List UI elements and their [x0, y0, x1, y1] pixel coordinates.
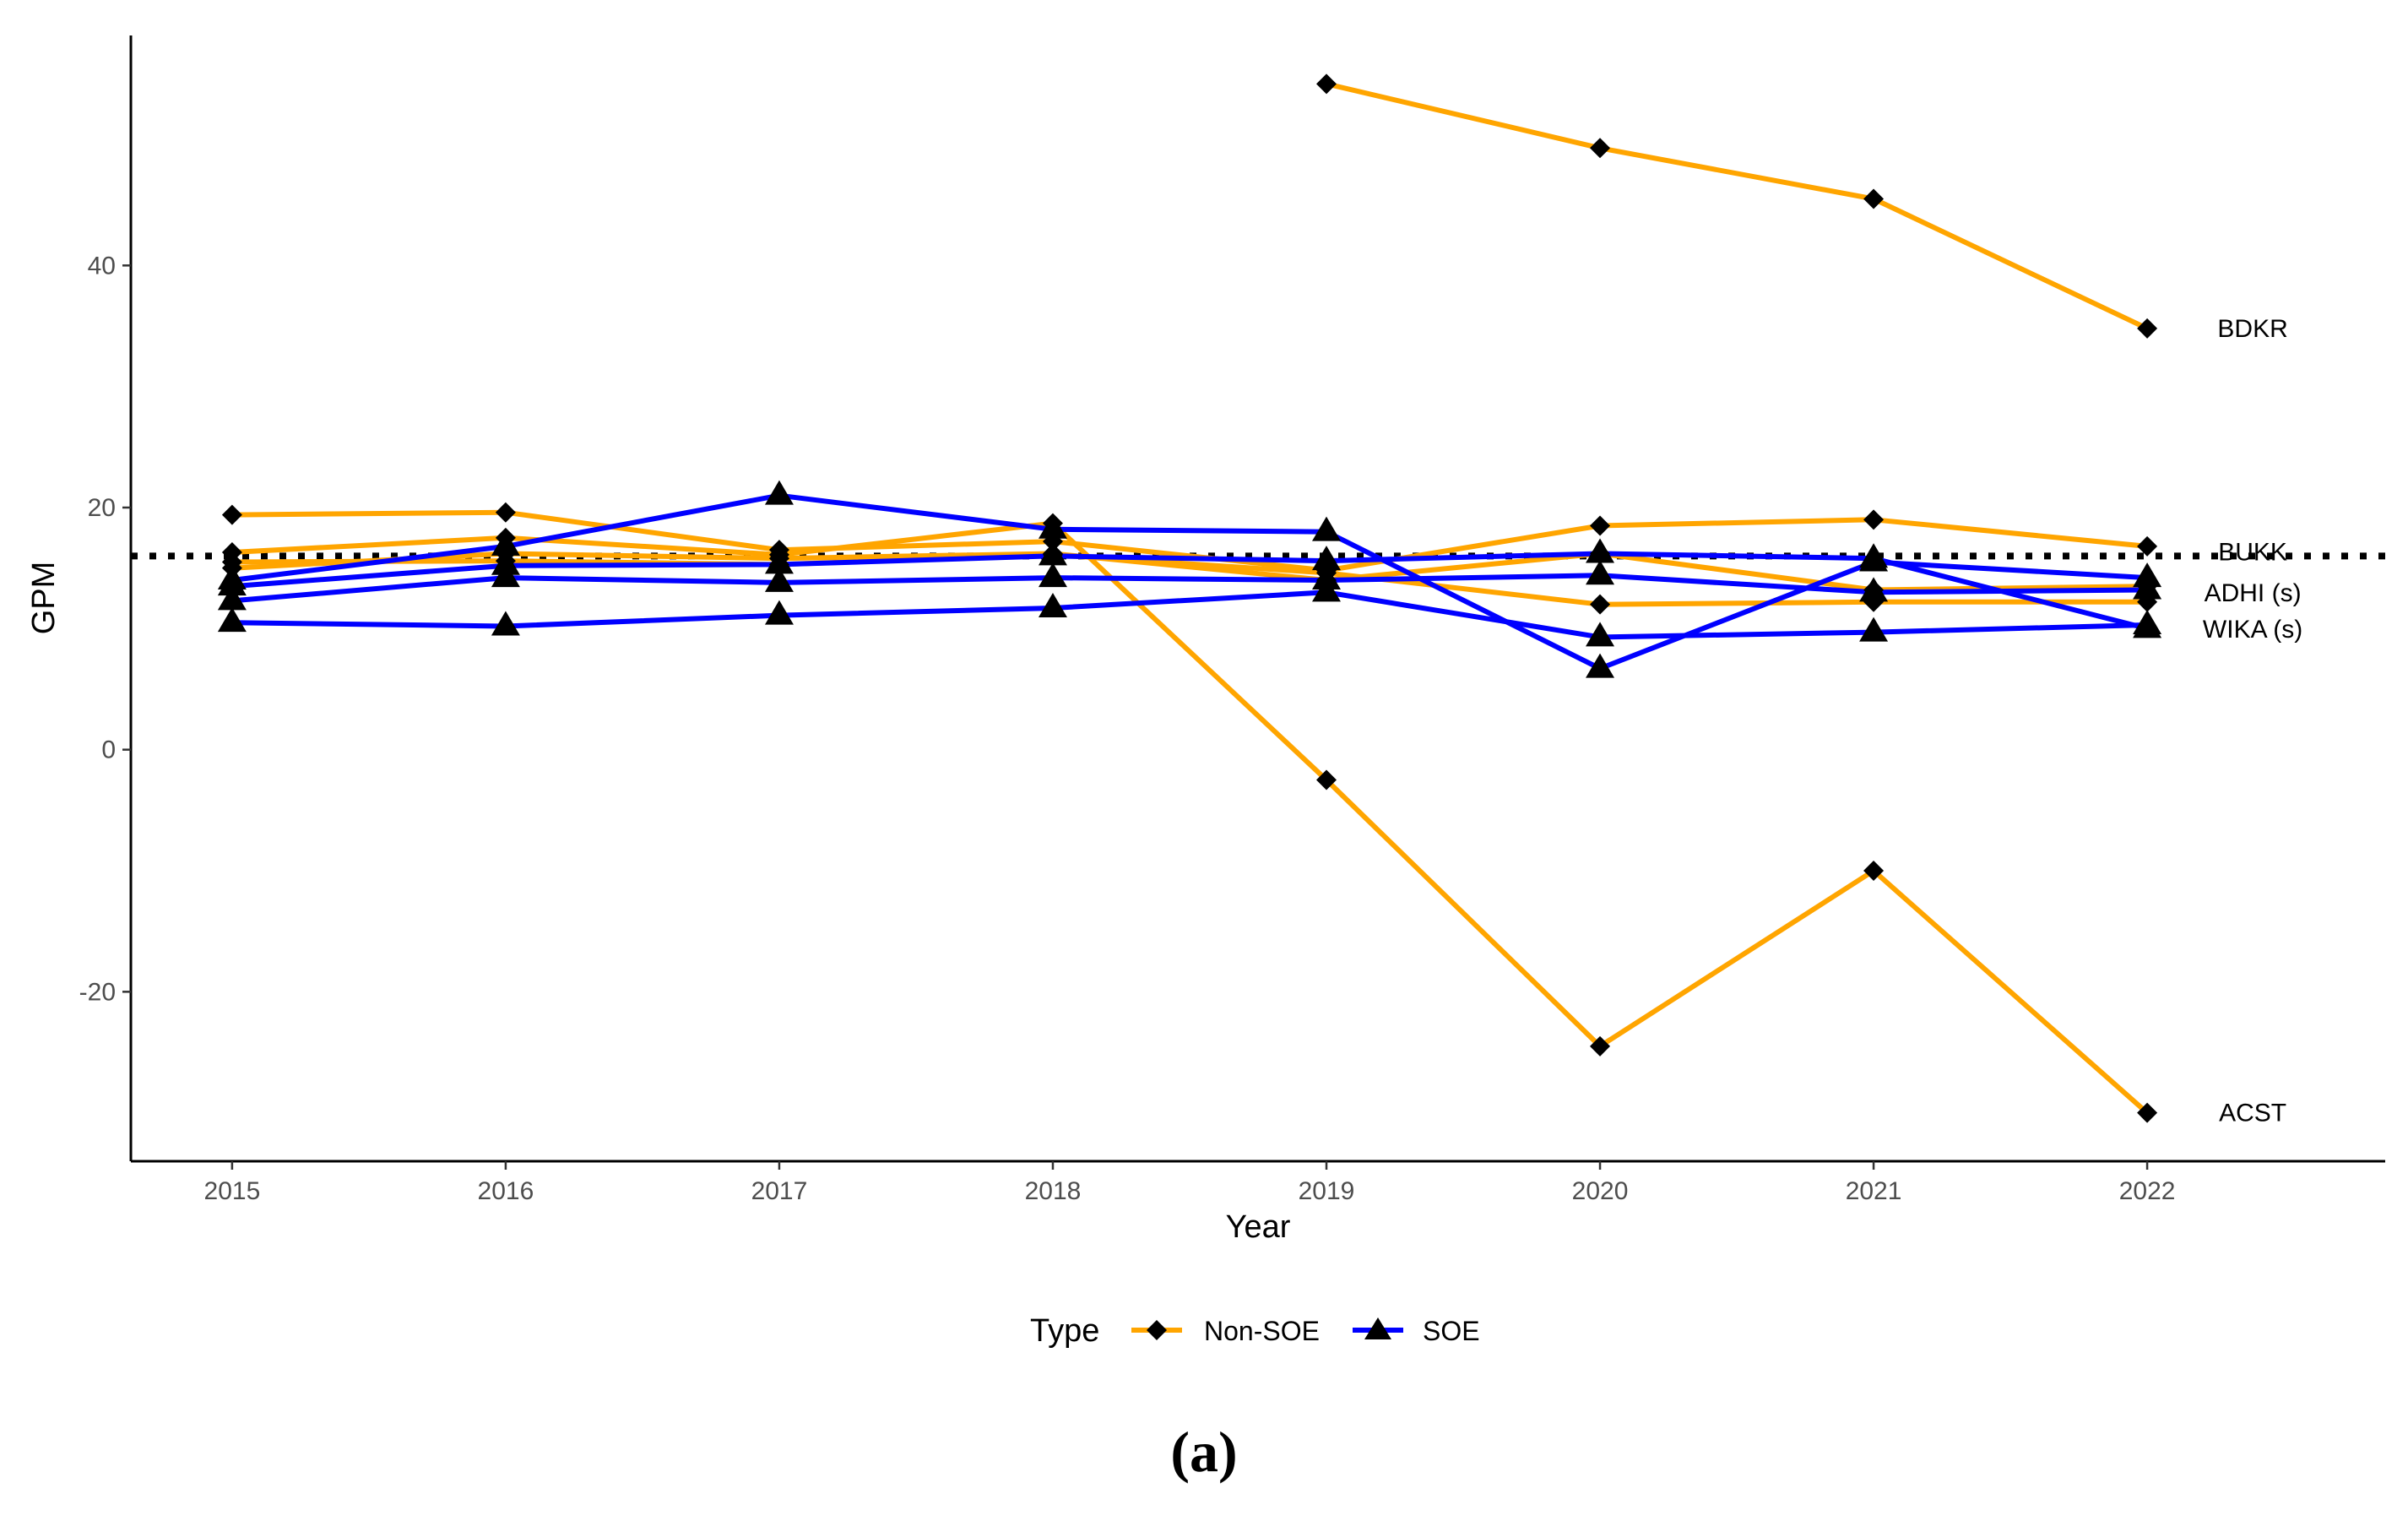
series-lines-layer [229, 81, 2150, 1116]
series-end-label-wika-s: WIKA (s) [2203, 616, 2302, 644]
legend-label-soe: SOE [1423, 1316, 1480, 1346]
point-bukk-2015 [221, 504, 242, 525]
point-soe-4-2021 [1859, 543, 1889, 568]
series-end-label-bukk: BUKK [2218, 538, 2287, 566]
x-tick-label: 2016 [478, 1177, 534, 1205]
x-tick-label: 2020 [1572, 1177, 1629, 1205]
point-wika-s-2015 [217, 607, 247, 633]
legend-label-non-soe: Non-SOE [1204, 1316, 1320, 1346]
legend-marker-soe [1364, 1317, 1391, 1339]
point-bukk-2021 [1863, 509, 1885, 530]
point-bukk-2022 [2137, 535, 2158, 557]
point-wika-s-2021 [1859, 617, 1889, 642]
x-tick-label: 2018 [1025, 1177, 1082, 1205]
y-tick-label: 20 [88, 494, 116, 522]
y-tick-label: -20 [79, 978, 116, 1006]
point-soe-4-2020 [1586, 538, 1615, 563]
point-acst-2021 [1863, 861, 1885, 881]
y-axis-title: GPM [26, 562, 62, 635]
point-adhi-s-2018 [1038, 513, 1067, 539]
series-line-wika-s [229, 589, 2150, 640]
point-bukk-2016 [495, 502, 516, 523]
point-soe-3-2022 [2133, 574, 2162, 600]
x-tick-label: 2017 [751, 1177, 808, 1205]
ticks-layer: -20 0 20 40 2015 2016 2017 2018 2019 2020 2021 2022 [79, 252, 2176, 1205]
legend: Type Non-SOE SOE [1030, 1313, 1480, 1349]
figure-caption: (a) [1170, 1420, 1237, 1484]
point-bdkr-2021 [1863, 188, 1885, 209]
point-acst-2020 [1590, 1035, 1611, 1057]
point-acst-2019 [1316, 769, 1337, 790]
point-wika-s-2017 [764, 600, 794, 625]
series-end-label-bdkr: BDKR [2217, 315, 2287, 343]
series-line-non-soe-4 [229, 551, 2150, 607]
series-line-bdkr [1324, 81, 2150, 331]
point-bdkr-2020 [1590, 138, 1611, 159]
point-wika-s-2016 [491, 611, 520, 636]
point-adhi-s-2020 [1586, 653, 1615, 678]
series-line-soe-3 [229, 573, 2150, 604]
point-soe-3-2015 [217, 585, 247, 611]
y-tick-label: 40 [88, 252, 116, 280]
point-bukk-2020 [1590, 515, 1611, 536]
point-wika-s-2018 [1038, 592, 1067, 617]
x-tick-label: 2019 [1299, 1177, 1355, 1205]
point-acst-2022 [2137, 1102, 2158, 1123]
series-line-adhi-s [229, 492, 2150, 671]
y-tick-label: 0 [101, 736, 116, 764]
series-markers-layer [217, 73, 2162, 1123]
x-tick-label: 2022 [2119, 1177, 2176, 1205]
point-non-soe-4-2020 [1590, 594, 1611, 615]
legend-title: Type [1030, 1313, 1099, 1349]
series-line-soe-4 [229, 551, 2150, 632]
x-axis-title: Year [1226, 1209, 1291, 1245]
point-adhi-s-2019 [1312, 516, 1342, 541]
point-adhi-s-2017 [764, 480, 794, 505]
series-line-acst [229, 520, 2150, 1116]
series-line-non-soe-5 [229, 551, 2150, 593]
point-soe-4-2022 [2133, 613, 2162, 638]
point-soe-3-2021 [1859, 577, 1889, 602]
point-soe-4-2016 [491, 550, 520, 575]
series-end-label-acst: ACST [2219, 1100, 2286, 1127]
point-adhi-s-2016 [491, 530, 520, 556]
point-soe-3-2018 [1038, 562, 1067, 588]
series-end-label-adhi-s: ADHI (s) [2205, 579, 2302, 607]
point-soe-4-2015 [217, 571, 247, 596]
point-soe-4-2018 [1038, 540, 1067, 566]
point-soe-3-2017 [764, 567, 794, 592]
series-labels-layer: BDKR ACST BUKK ADHI (s) WIKA (s) [2203, 315, 2302, 1127]
point-soe-3-2020 [1586, 560, 1615, 585]
point-soe-3-2019 [1312, 565, 1342, 589]
x-tick-label: 2021 [1846, 1177, 1902, 1205]
x-tick-label: 2015 [204, 1177, 261, 1205]
point-soe-4-2019 [1312, 546, 1342, 571]
point-wika-s-2020 [1586, 622, 1615, 647]
point-bdkr-2022 [2137, 318, 2158, 339]
point-soe-4-2017 [764, 549, 794, 574]
legend-marker-non-soe [1147, 1320, 1167, 1340]
point-bdkr-2019 [1316, 73, 1337, 95]
